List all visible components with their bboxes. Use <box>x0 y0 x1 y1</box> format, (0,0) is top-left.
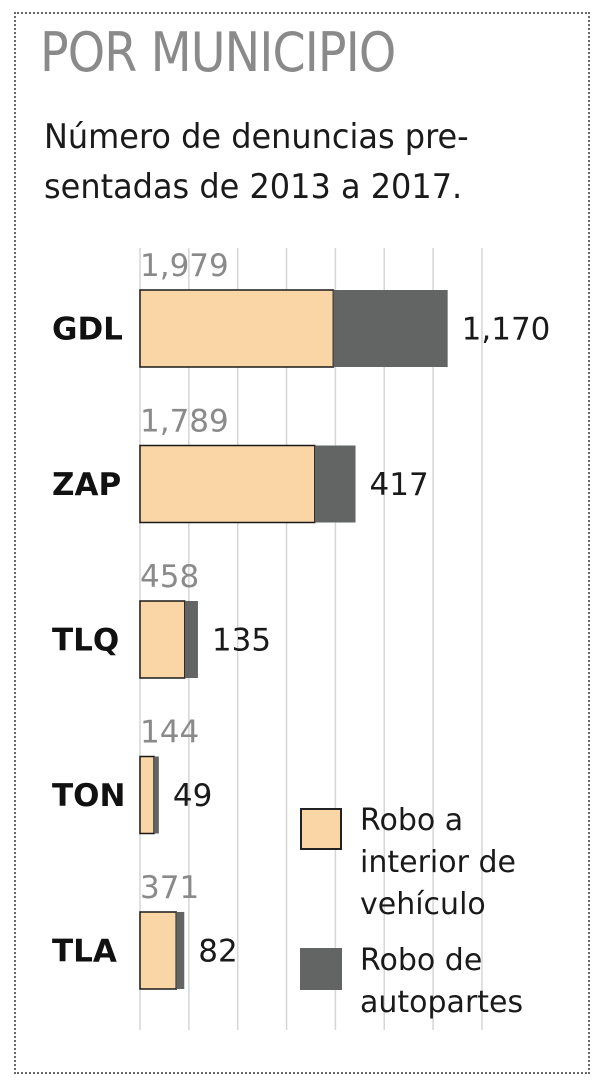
dotted-frame <box>14 12 590 1074</box>
value-label-interior: 144 <box>140 715 199 751</box>
category-label: TLA <box>52 934 117 970</box>
bar-autopartes <box>184 601 198 678</box>
category-label: TON <box>52 778 125 814</box>
category-label: TLQ <box>52 623 119 659</box>
value-label-autopartes: 417 <box>370 467 429 503</box>
bar-autopartes <box>154 756 159 834</box>
bar-autopartes <box>333 290 448 367</box>
bar-interior <box>139 600 186 679</box>
legend: Robo a interior de vehículo Robo de auto… <box>300 800 580 1080</box>
category-label: GDL <box>52 312 123 348</box>
legend-item-interior: Robo a interior de vehículo <box>300 800 580 940</box>
bar-interior <box>139 289 335 368</box>
bar-interior <box>139 911 177 990</box>
legend-item-autopartes: Robo de autopartes <box>300 940 580 1080</box>
value-label-autopartes: 49 <box>173 778 212 814</box>
value-label-autopartes: 82 <box>198 934 237 970</box>
legend-swatch-interior <box>300 808 342 850</box>
category-label: ZAP <box>52 467 121 503</box>
legend-label-interior: Robo a interior de vehículo <box>360 803 516 922</box>
value-label-autopartes: 135 <box>212 623 271 659</box>
bar-autopartes <box>176 912 185 989</box>
value-label-interior: 1,979 <box>140 248 229 284</box>
bar-interior <box>139 755 155 835</box>
chart-subtitle: Número de denuncias pre-sentadas de 2013… <box>44 117 469 207</box>
chart-title: POR MUNICIPIO <box>40 21 396 84</box>
legend-label-autopartes: Robo de autopartes <box>360 943 524 1020</box>
value-label-autopartes: 1,170 <box>462 312 551 348</box>
legend-swatch-autopartes <box>300 948 342 990</box>
bar-autopartes <box>314 445 356 523</box>
value-label-interior: 458 <box>140 559 199 595</box>
value-label-interior: 371 <box>140 870 199 906</box>
value-label-interior: 1,789 <box>140 404 229 440</box>
bar-interior <box>139 444 316 524</box>
